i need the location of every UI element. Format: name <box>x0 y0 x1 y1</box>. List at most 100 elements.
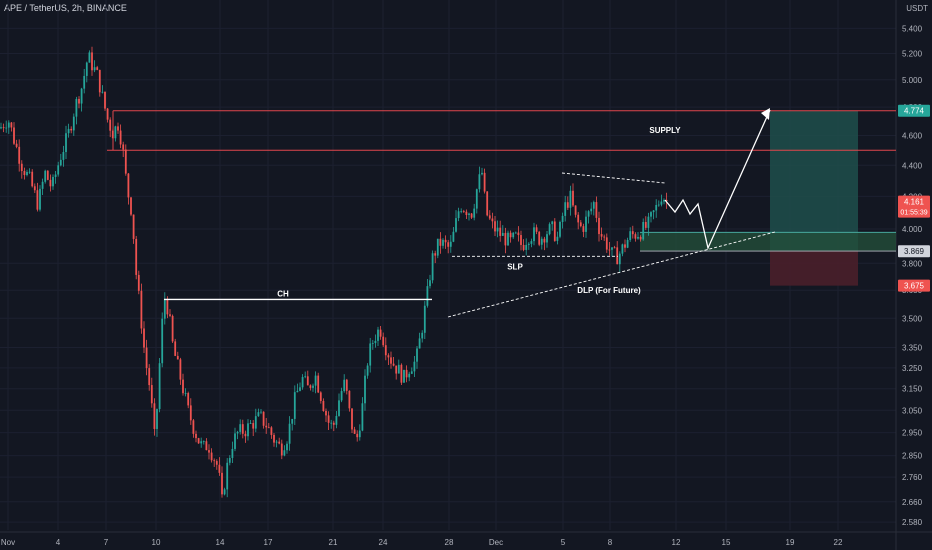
candle-down <box>538 231 541 245</box>
candle-up <box>62 152 65 160</box>
candle-up <box>249 423 252 424</box>
candle-down <box>639 236 642 240</box>
candle-down <box>104 91 106 109</box>
last-price-tag: 4.161 <box>904 198 925 207</box>
candle-up <box>478 174 481 190</box>
candle-down <box>179 359 182 380</box>
candle-down <box>608 249 611 251</box>
candle-up <box>39 188 41 210</box>
candle-down <box>208 450 210 453</box>
candle-down <box>574 205 577 215</box>
candle-down <box>273 434 275 443</box>
candle-down <box>171 315 174 342</box>
candle-down <box>205 441 208 451</box>
y-tick-label: 5.400 <box>902 24 923 33</box>
candle-down <box>176 355 179 360</box>
candle-down <box>46 170 49 180</box>
candle-down <box>241 424 244 434</box>
candle-down <box>33 186 36 191</box>
candle-up <box>460 211 463 213</box>
candle-down <box>400 364 403 383</box>
candle-up <box>501 232 504 236</box>
y-tick-label: 4.000 <box>902 225 923 234</box>
y-tick-label: 2.580 <box>902 518 923 527</box>
symbol-header: APE / TetherUS, 2h, BINANCE <box>4 3 127 13</box>
candle-up <box>374 340 377 344</box>
candle-down <box>665 199 668 202</box>
candle-up <box>364 375 366 404</box>
candle-down <box>265 425 268 428</box>
candle-down <box>15 143 18 147</box>
candle-up <box>361 403 364 431</box>
bar-countdown: 01:55:39 <box>900 210 927 217</box>
candle-down <box>379 329 382 337</box>
candle-up <box>304 376 307 378</box>
candle-down <box>488 215 491 219</box>
y-tick-label: 5.200 <box>902 50 923 59</box>
candle-down <box>197 438 200 444</box>
candle-up <box>587 211 590 217</box>
candle-down <box>353 429 356 434</box>
candle-down <box>213 460 216 462</box>
candle-up <box>299 387 301 391</box>
candle-down <box>174 341 177 356</box>
candle-down <box>387 355 390 358</box>
candle-up <box>611 247 613 250</box>
candle-up <box>514 232 517 234</box>
candle-up <box>335 415 338 425</box>
candle-up <box>83 75 86 89</box>
candle-up <box>239 424 242 432</box>
candle-up <box>275 441 278 443</box>
target-price-tag-bg <box>898 104 930 117</box>
candle-up <box>481 172 483 175</box>
candle-down <box>145 347 148 369</box>
candle-down <box>600 234 603 237</box>
candle-up <box>226 462 229 490</box>
candle-down <box>143 328 145 348</box>
candle-up <box>626 239 629 248</box>
candle-down <box>348 390 351 409</box>
candle-up <box>548 224 551 235</box>
candle-down <box>494 221 496 232</box>
candle-up <box>254 416 257 429</box>
candle-down <box>31 171 34 187</box>
candle-up <box>202 441 205 443</box>
x-tick-label: 21 <box>329 538 338 547</box>
candle-down <box>345 379 348 391</box>
candle-down <box>244 433 247 437</box>
candle-up <box>468 213 470 216</box>
candle-up <box>75 98 78 117</box>
x-tick-label: 4 <box>56 538 61 547</box>
candle-up <box>228 457 231 463</box>
candle-up <box>0 127 2 129</box>
candle-up <box>621 244 624 254</box>
candle-up <box>512 232 515 238</box>
candle-up <box>647 216 650 228</box>
candle-up <box>343 379 346 392</box>
candle-up <box>408 373 411 378</box>
candle-down <box>132 214 135 239</box>
candle-up <box>358 430 361 438</box>
candle-down <box>130 197 132 215</box>
candle-down <box>543 238 546 243</box>
candle-down <box>98 69 101 93</box>
candle-down <box>49 179 52 187</box>
x-tick-label: 19 <box>786 538 795 547</box>
candle-up <box>455 218 457 232</box>
y-tick-label: 3.050 <box>902 406 923 415</box>
candle-down <box>624 244 626 248</box>
candle-up <box>223 489 226 495</box>
candle-down <box>579 222 582 227</box>
candle-down <box>566 202 569 208</box>
candle-up <box>330 422 333 424</box>
candle-up <box>291 418 294 424</box>
ch-label: CH <box>277 289 289 298</box>
candle-down <box>603 236 606 238</box>
candle-down <box>109 119 112 131</box>
candle-up <box>26 171 28 176</box>
candle-up <box>338 400 340 416</box>
candle-up <box>650 212 652 217</box>
candle-up <box>403 369 405 383</box>
candle-down <box>280 443 283 456</box>
